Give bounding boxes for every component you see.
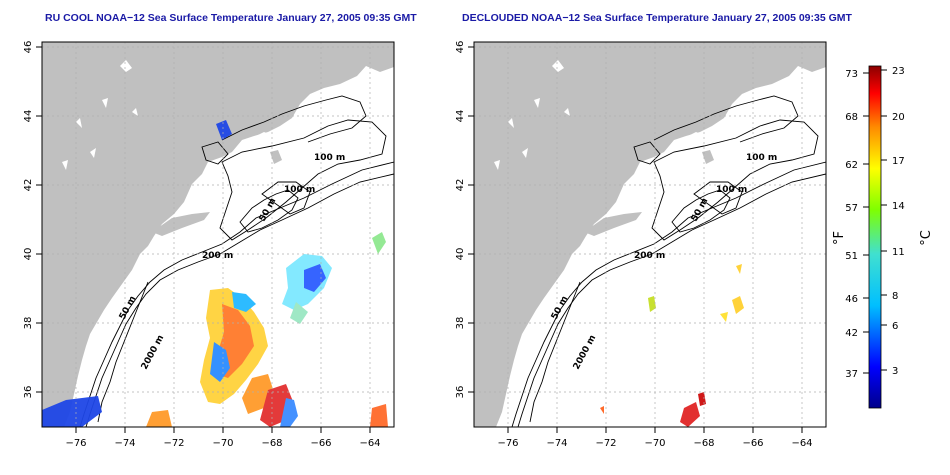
x-tick-label: −72 bbox=[595, 438, 616, 449]
celsius-tick: 17 bbox=[892, 156, 905, 167]
y-tick-label: 42 bbox=[23, 179, 34, 192]
contour-label: 100 m bbox=[314, 153, 345, 163]
panel-1-title: RU COOL NOAA−12 Sea Surface Temperature … bbox=[45, 12, 417, 24]
panel-2-map: 100 m 100 m 50 m 200 m 50 m 2000 m −76 −… bbox=[455, 41, 827, 449]
y-tick-label: 46 bbox=[23, 41, 34, 54]
fahrenheit-tick: 62 bbox=[845, 160, 858, 171]
fahrenheit-tick: 73 bbox=[845, 69, 858, 80]
x-tick-label: −70 bbox=[212, 438, 233, 449]
contour-label: 100 m bbox=[716, 185, 747, 195]
x-tick-label: −70 bbox=[644, 438, 665, 449]
y-tick-label: 40 bbox=[455, 248, 466, 261]
fahrenheit-tick: 46 bbox=[845, 294, 858, 305]
fahrenheit-tick: 57 bbox=[845, 203, 858, 214]
contour-label: 100 m bbox=[746, 153, 777, 163]
x-tick-label: −74 bbox=[546, 438, 567, 449]
fahrenheit-label: °F bbox=[832, 231, 847, 245]
x-tick-label: −64 bbox=[791, 438, 812, 449]
celsius-label: °C bbox=[919, 230, 934, 246]
x-tick-label: −68 bbox=[261, 438, 282, 449]
fahrenheit-tick: 51 bbox=[845, 251, 858, 262]
celsius-tick: 20 bbox=[892, 112, 905, 123]
temperature-colorbar: 73 68 62 57 51 46 42 37 23 20 17 14 11 8… bbox=[832, 65, 934, 409]
x-tick-label: −76 bbox=[497, 438, 518, 449]
y-tick-label: 46 bbox=[455, 41, 466, 54]
x-tick-label: −64 bbox=[359, 438, 380, 449]
celsius-tick: 3 bbox=[892, 366, 898, 377]
x-tick-label: −66 bbox=[310, 438, 331, 449]
contour-label: 200 m bbox=[202, 251, 233, 261]
fahrenheit-tick: 37 bbox=[845, 369, 858, 380]
fahrenheit-tick: 42 bbox=[845, 328, 858, 339]
y-tick-label: 36 bbox=[23, 386, 34, 399]
celsius-tick: 11 bbox=[892, 247, 905, 258]
y-tick-label: 38 bbox=[23, 317, 34, 330]
x-tick-label: −68 bbox=[693, 438, 714, 449]
panel-2-title: DECLOUDED NOAA−12 Sea Surface Temperatur… bbox=[462, 12, 852, 24]
y-tick-label: 36 bbox=[455, 386, 466, 399]
celsius-tick: 14 bbox=[892, 201, 905, 212]
y-tick-label: 44 bbox=[455, 110, 466, 123]
land-mass bbox=[42, 42, 394, 427]
x-tick-label: −76 bbox=[65, 438, 86, 449]
y-tick-label: 40 bbox=[23, 248, 34, 261]
y-tick-label: 44 bbox=[23, 110, 34, 123]
contour-label: 100 m bbox=[284, 185, 315, 195]
celsius-tick: 6 bbox=[892, 321, 898, 332]
x-tick-label: −74 bbox=[114, 438, 135, 449]
celsius-tick: 8 bbox=[892, 291, 898, 302]
land-mass bbox=[474, 42, 826, 427]
sst-patches bbox=[42, 120, 388, 427]
y-tick-label: 38 bbox=[455, 317, 466, 330]
celsius-tick: 23 bbox=[892, 66, 905, 77]
fahrenheit-tick: 68 bbox=[845, 112, 858, 123]
y-tick-label: 42 bbox=[455, 179, 466, 192]
sst-patches-declouded bbox=[600, 264, 744, 427]
x-tick-label: −66 bbox=[742, 438, 763, 449]
x-tick-label: −72 bbox=[163, 438, 184, 449]
panel-1-map: 100 m 100 m 50 m 200 m 50 m 2000 m −76 −… bbox=[23, 41, 395, 449]
contour-label: 200 m bbox=[634, 251, 665, 261]
